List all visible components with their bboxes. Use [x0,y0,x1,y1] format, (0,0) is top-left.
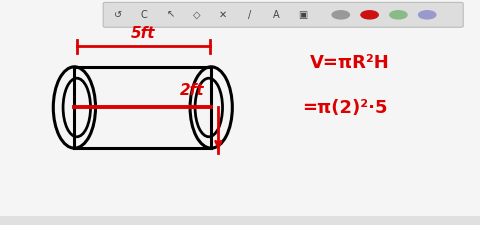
Text: ✕: ✕ [219,10,227,20]
Text: C: C [141,10,147,20]
Text: ◇: ◇ [193,10,201,20]
Circle shape [332,12,349,20]
Circle shape [390,12,407,20]
FancyBboxPatch shape [103,3,463,28]
Circle shape [361,12,378,20]
Text: ↖: ↖ [167,10,174,20]
Text: 5ft: 5ft [131,26,156,41]
Text: =π(2)²·5: =π(2)²·5 [302,99,388,117]
Text: V=πR²H: V=πR²H [310,54,389,72]
Text: A: A [273,10,279,20]
Text: /: / [248,10,251,20]
Bar [0,216,480,225]
Circle shape [419,12,436,20]
Text: ▣: ▣ [298,10,307,20]
Text: 2ft: 2ft [180,83,204,97]
Text: ↺: ↺ [114,10,121,20]
